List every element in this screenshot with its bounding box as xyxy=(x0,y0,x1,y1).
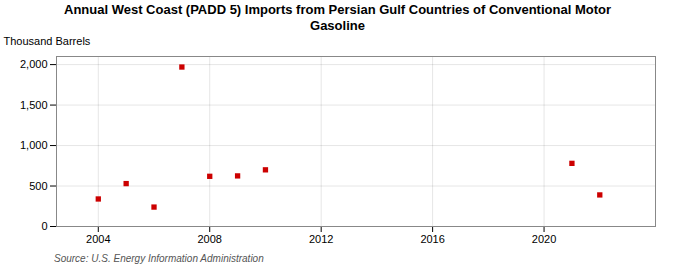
svg-text:2016: 2016 xyxy=(420,233,444,245)
svg-text:2008: 2008 xyxy=(197,233,221,245)
html-text:Source: U.S. Energy Informatio: Source: U.S. Energy Information Administ… xyxy=(54,253,264,264)
svg-text:2004: 2004 xyxy=(86,233,110,245)
svg-text:Thousand Barrels: Thousand Barrels xyxy=(4,35,91,47)
svg-text:0: 0 xyxy=(41,220,47,232)
svg-text:1,000: 1,000 xyxy=(20,139,48,151)
svg-text:500: 500 xyxy=(29,180,47,192)
svg-text:2,000: 2,000 xyxy=(20,58,48,70)
svg-text:2020: 2020 xyxy=(532,233,556,245)
svg-text:2012: 2012 xyxy=(309,233,333,245)
html-text:Annual West Coast (PADD 5) Imp: Annual West Coast (PADD 5) Imports from … xyxy=(64,2,611,33)
svg-text:1,500: 1,500 xyxy=(20,99,48,111)
